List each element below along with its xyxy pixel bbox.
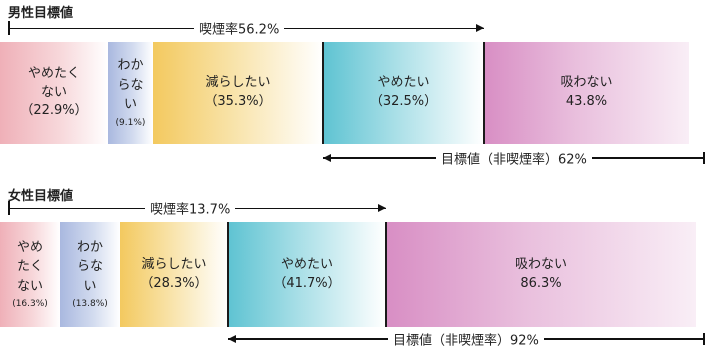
segment-label: やめ たく ない xyxy=(16,239,43,294)
male-segment-3: 減らしたい （35.3%） xyxy=(153,42,323,144)
segment-value: （35.3%） xyxy=(204,94,272,109)
male-target-end-tick xyxy=(703,152,705,164)
female-segment-2: わか らな い (13.8%) xyxy=(60,222,120,327)
segment-label: 減らしたい xyxy=(141,256,207,272)
female-segment-4: やめたい （41.7%） xyxy=(228,222,386,327)
male-segment-1: やめたく ない （22.9%） xyxy=(0,42,108,144)
male-segment-4: やめたい （32.5%） xyxy=(323,42,484,144)
male-smoking-rate-label: 喫煙率56.2% xyxy=(194,18,285,38)
female-section-title: 女性目標値 xyxy=(8,189,74,204)
segment-label: やめたい xyxy=(377,75,430,91)
male-smoking-rate-arrow xyxy=(476,24,484,32)
female-separator-1 xyxy=(227,222,229,327)
segment-label: やめたく ない xyxy=(27,65,80,100)
male-separator-2 xyxy=(483,42,485,144)
male-target-arrow xyxy=(323,154,331,162)
female-segment-3: 減らしたい （28.3%） xyxy=(120,222,228,327)
female-smoking-rate-label: 喫煙率13.7% xyxy=(145,198,236,218)
segment-value: (13.8%) xyxy=(72,299,108,310)
segment-value: （32.5%） xyxy=(369,94,438,109)
male-separator-1 xyxy=(322,42,324,144)
female-smoking-rate-start-tick xyxy=(8,201,10,215)
female-stacked-bar: やめ たく ない (16.3%) わか らな い (13.8%) 減らしたい （28.3%… xyxy=(0,222,705,327)
female-smoking-rate-arrow xyxy=(378,204,386,212)
female-separator-2 xyxy=(385,222,387,327)
segment-label: 減らしたい xyxy=(205,75,271,91)
female-target-end-tick xyxy=(703,333,705,345)
male-segment-5: 吸わない 43.8% xyxy=(484,42,689,144)
segment-label: やめたい xyxy=(280,256,333,272)
segment-label: 吸わない xyxy=(560,75,613,91)
segment-value: （41.7%） xyxy=(273,275,341,291)
male-smoking-rate-start-tick xyxy=(8,21,10,35)
segment-label: わか らな い xyxy=(117,58,144,113)
male-segment-2: わか らな い (9.1%) xyxy=(108,42,153,144)
male-section-title: 男性目標値 xyxy=(8,6,74,21)
segment-value: （28.3%） xyxy=(140,275,208,291)
female-target-label: 目標値（非喫煙率）92% xyxy=(388,329,544,349)
segment-value: （22.9%） xyxy=(20,103,88,119)
segment-value: 43.8% xyxy=(565,94,608,109)
male-stacked-bar: やめたく ない （22.9%） わか らな い (9.1%) 減らしたい （35.3%） や… xyxy=(0,42,705,144)
segment-value: (9.1%) xyxy=(115,117,146,128)
segment-label: わか らな い xyxy=(76,239,103,294)
segment-label: 吸わない xyxy=(514,256,567,272)
female-segment-1: やめ たく ない (16.3%) xyxy=(0,222,60,327)
female-target-arrow xyxy=(228,335,236,343)
female-segment-5: 吸わない 86.3% xyxy=(386,222,696,327)
male-target-label: 目標値（非喫煙率）62% xyxy=(436,148,592,168)
segment-value: (16.3%) xyxy=(12,299,48,310)
segment-value: 86.3% xyxy=(520,275,562,291)
